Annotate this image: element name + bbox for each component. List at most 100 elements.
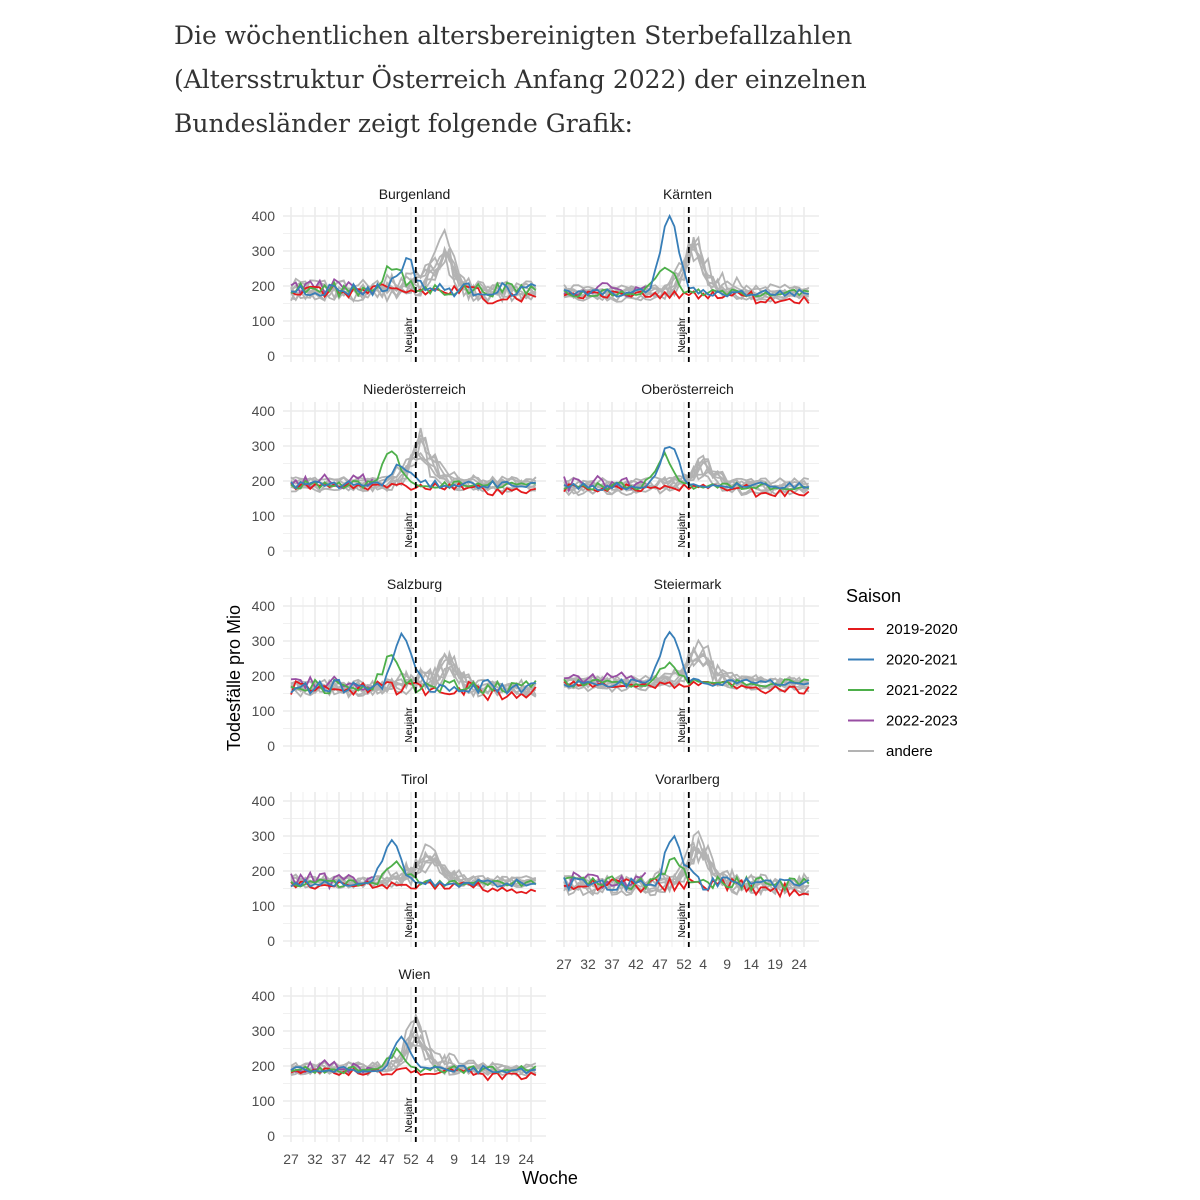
series-line-2021-2022 [290,860,537,889]
panel-title: Vorarlberg [655,771,720,787]
new-year-label: Neujahr [677,512,688,548]
series-line-2020-2021 [290,1035,536,1075]
series-line-2021-2022 [563,661,809,689]
x-tick-label: 42 [628,956,644,972]
x-tick-label: 32 [580,956,596,972]
new-year-label: Neujahr [677,707,688,743]
x-tick-label: 24 [791,956,807,972]
x-tick-label: 14 [470,1151,486,1167]
series-line-2021-2022 [290,264,537,299]
y-tick-label: 400 [252,988,276,1004]
series-line-2021-2022 [563,450,810,492]
x-tick-label: 37 [604,956,620,972]
series-line-andere [290,427,537,486]
x-tick-label: 52 [403,1151,419,1167]
x-axis-label: Woche [522,1168,578,1188]
x-tick-label: 19 [494,1151,510,1167]
y-tick-label: 0 [267,1128,275,1144]
series-line-2019-2020 [290,880,537,895]
x-tick-label: 27 [283,1151,299,1167]
grid [556,207,819,362]
y-tick-label: 200 [252,863,276,879]
y-axis-label: Todesfälle pro Mio [224,605,244,751]
x-tick-label: 42 [355,1151,371,1167]
panel-tirol: Tirol 0 100 200 300 400 Neujahr [252,771,546,949]
panel-burgenland: Burgenland 0 100 200 300 400 Neujahr [252,186,546,364]
new-year-label: Neujahr [677,317,688,353]
x-tick-label: 47 [379,1151,395,1167]
series-line-2019-2020 [290,680,537,702]
series-line-2019-2020 [563,289,810,305]
panel-title: Wien [399,966,431,982]
x-tick-label: 52 [676,956,692,972]
panel-niederosterreich: Niederösterreich 0 100 200 300 400 Neujahr [252,381,546,559]
panel-title: Niederösterreich [363,381,466,397]
panel-title: Burgenland [379,186,451,202]
panel-karnten: Kärnten Neujahr [556,186,819,362]
series-line-2019-2020 [563,483,810,498]
y-tick-label: 100 [252,1093,276,1109]
legend-item-2020-2021: 2020-2021 [848,652,958,669]
y-tick-label: 100 [252,508,276,524]
y-tick-label: 0 [267,348,275,364]
y-tick-label: 100 [252,898,276,914]
series-line-2022-2023 [563,671,647,688]
grid [556,597,819,752]
series-line-2020-2021 [563,834,810,892]
y-tick-label: 200 [252,278,276,294]
legend-label: 2022-2023 [886,713,958,730]
legend-label: andere [886,743,933,760]
y-tick-label: 200 [252,668,276,684]
series-line-2021-2022 [563,856,810,893]
panel-title: Kärnten [663,186,712,202]
series-line-2020-2021 [290,463,536,490]
new-year-label: Neujahr [404,512,415,548]
y-tick-label: 100 [252,313,276,329]
x-tick-label: 27 [556,956,572,972]
series-line-2020-2021 [290,838,536,888]
y-tick-label: 300 [252,633,276,649]
y-tick-label: 400 [252,598,276,614]
legend-item-andere: andere [848,743,933,760]
y-tick-label: 300 [252,1023,276,1039]
x-tick-label: 19 [767,956,783,972]
panel-title: Salzburg [387,576,442,592]
new-year-label: Neujahr [404,1097,415,1133]
chart-panels: Burgenland0100200300400NeujahrKärntenNeu… [252,186,819,1167]
grid [556,792,819,947]
series-line-2020-2021 [563,630,810,689]
panel-salzburg: Salzburg 0 100 200 300 400 Neujahr [252,576,546,754]
x-tick-label: 47 [652,956,668,972]
panel-wien: Wien 0 100 200 300 400 Neujahr 27 32 37 42 47 52 4 9 14… [252,966,546,1167]
series-line-andere [563,454,809,487]
x-tick-label: 9 [723,956,731,972]
y-tick-label: 200 [252,1058,276,1074]
x-tick-label: 4 [699,956,707,972]
y-tick-label: 400 [252,403,276,419]
series-line-2020-2021 [290,256,537,298]
legend: Saison 2019-2020 2020-2021 2021-2022 2022-20… [846,586,958,760]
new-year-label: Neujahr [404,902,415,938]
y-tick-label: 0 [267,933,275,949]
y-tick-label: 300 [252,828,276,844]
series-line-2020-2021 [563,213,809,298]
new-year-label: Neujahr [404,317,415,353]
legend-item-2022-2023: 2022-2023 [848,713,958,730]
y-tick-label: 0 [267,543,275,559]
y-tick-label: 300 [252,438,276,454]
panel-title: Tirol [401,771,428,787]
x-tick-label: 9 [450,1151,458,1167]
series-line-andere [290,451,537,493]
y-tick-label: 200 [252,473,276,489]
new-year-label: Neujahr [677,902,688,938]
y-tick-label: 300 [252,243,276,259]
panel-vorarlberg: Vorarlberg Neujahr 27 32 37 42 47 52 4 9 14 19 24 [556,771,819,972]
x-tick-label: 37 [331,1151,347,1167]
panel-title: Oberösterreich [641,381,734,397]
x-tick-label: 14 [743,956,759,972]
x-tick-label: 4 [426,1151,434,1167]
grid [283,597,546,752]
legend-item-2021-2022: 2021-2022 [848,682,958,699]
new-year-label: Neujahr [404,707,415,743]
